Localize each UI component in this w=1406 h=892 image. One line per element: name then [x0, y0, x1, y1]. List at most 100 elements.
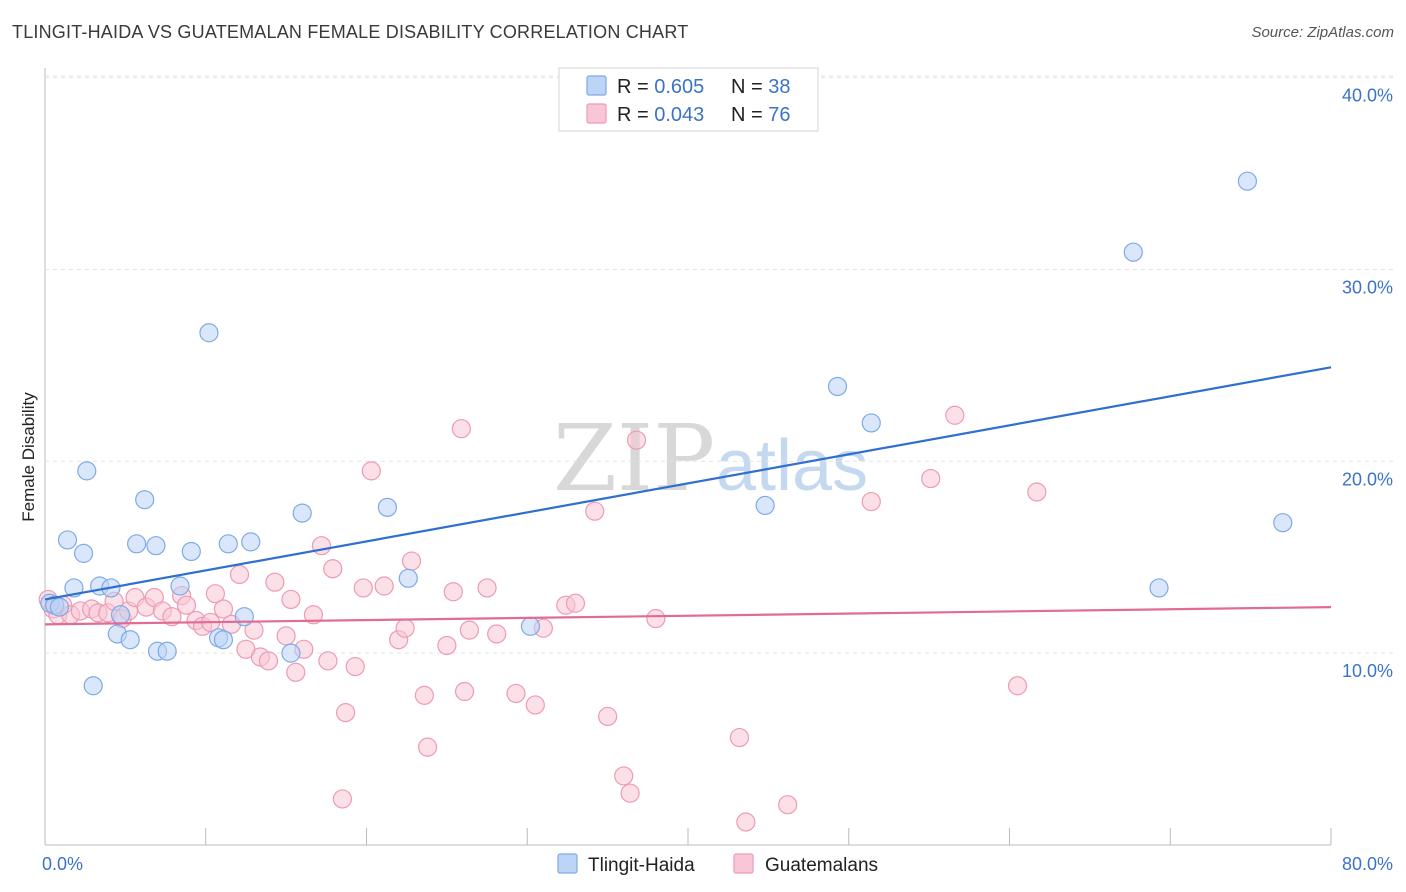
legend-row-1: R = 0.605 N = 38 [617, 76, 791, 98]
guatemalans-point [646, 609, 666, 629]
guatemalans-point [318, 651, 338, 671]
guatemalans-point [332, 789, 352, 809]
guatemalans-point [437, 635, 457, 656]
guatemalans-point [414, 685, 434, 705]
source-label: Source: ZipAtlas.com [1251, 24, 1394, 41]
guatemalans-point [598, 706, 618, 727]
tlingit-haida-point [377, 497, 397, 517]
guatemalans-point [614, 766, 634, 786]
guatemalans-point [861, 491, 881, 512]
guatemalans-point [626, 430, 647, 450]
guatemalans-point [525, 695, 545, 715]
tlingit-haida-point [213, 630, 234, 650]
tlingit-haida-point [127, 534, 147, 554]
tlingit-haida-point [83, 676, 103, 696]
x-tick-label-max: 80.0% [1342, 854, 1393, 874]
tlingit-haida-point [146, 536, 166, 556]
guatemalans-point [1027, 482, 1047, 502]
legend-n-value-2: 76 [768, 104, 790, 126]
legend-swatch-blue [586, 75, 607, 96]
series-legend-swatch-blue [557, 853, 578, 874]
tlingit-haida-point [1149, 578, 1169, 598]
tlingit-haida-point [157, 641, 177, 661]
y-tick-labels: 10.0% 20.0% 30.0% 40.0% [1342, 86, 1393, 682]
tlingit-haida-trend-line [44, 366, 1332, 601]
grid-lines [45, 75, 1393, 654]
guatemalans-point [276, 626, 296, 646]
guatemalans-point [345, 656, 365, 677]
correlation-legend: R = 0.605 N = 38 R = 0.043 N = 76 [558, 67, 819, 132]
legend-swatch-pink [586, 103, 607, 124]
guatemalans-point [265, 572, 285, 592]
guatemalans-point [229, 564, 250, 585]
tlingit-haida-point [49, 597, 70, 617]
tlingit-haida-point [398, 568, 418, 588]
series-legend-label-1: Tlingit-Haida [588, 855, 695, 876]
y-tick-label: 30.0% [1342, 277, 1393, 297]
chart-title: TLINGIT-HAIDA VS GUATEMALAN FEMALE DISAB… [12, 22, 689, 42]
tlingit-haida-point [73, 543, 94, 563]
series-legend-label-2: Guatemalans [765, 855, 878, 876]
guatemalans-point [374, 576, 394, 596]
tlingit-haida-point [170, 576, 190, 596]
guatemalans-point [451, 419, 471, 439]
legend-n-value-1: 38 [768, 76, 790, 98]
guatemalans-point [401, 551, 422, 571]
y-tick-label: 40.0% [1342, 86, 1393, 106]
tlingit-haida-point [1273, 513, 1293, 533]
tlingit-haida-point [120, 630, 140, 650]
legend-r-value-1: 0.605 [654, 76, 704, 98]
tlingit-haida-point [234, 607, 254, 627]
tlingit-haida-point [199, 323, 219, 343]
tlingit-haida-point [77, 461, 97, 481]
guatemalans-point [303, 605, 324, 625]
guatemalans-point [459, 620, 479, 640]
guatemalans-point [921, 468, 941, 489]
guatemalans-point [205, 584, 225, 604]
guatemalans-point [565, 593, 586, 613]
guatemalans-point [286, 662, 306, 682]
tlingit-haida-point [218, 534, 238, 554]
guatemalans-point [443, 582, 463, 602]
y-axis-title: Female Disability [19, 392, 38, 522]
watermark-atlas: atlas [716, 426, 868, 506]
guatemalans-point [213, 599, 234, 619]
tlingit-haida-point [281, 643, 301, 663]
tlingit-haida-point [520, 616, 541, 636]
guatemalans-point [736, 812, 756, 832]
tlingit-haida-points [40, 171, 1293, 696]
tlingit-haida-point [57, 530, 78, 550]
guatemalans-point [281, 589, 301, 610]
tlingit-haida-point [1237, 171, 1258, 191]
guatemalans-point [323, 559, 343, 579]
guatemalans-point [162, 607, 182, 627]
guatemalans-point [395, 618, 415, 638]
guatemalans-point [311, 536, 332, 556]
guatemalans-point [176, 595, 197, 615]
legend-n-label-2: N = [731, 104, 768, 126]
guatemalans-point [585, 501, 605, 521]
tlingit-haida-point [110, 605, 131, 625]
series-legend-swatch-pink [733, 853, 754, 874]
guatemalans-point [1007, 676, 1028, 696]
guatemalans-point [945, 405, 965, 425]
guatemalans-point [353, 578, 373, 598]
guatemalans-point [729, 727, 750, 748]
tlingit-haida-point [1123, 242, 1143, 262]
tlingit-haida-point [827, 376, 848, 397]
y-tick-label: 20.0% [1342, 469, 1393, 489]
series-legend: Tlingit-Haida Guatemalans [557, 853, 878, 876]
y-tick-label: 10.0% [1342, 661, 1393, 681]
tlingit-haida-point [861, 413, 881, 433]
x-tick-label-min: 0.0% [42, 854, 83, 874]
legend-r-label-2: R = [617, 104, 654, 126]
guatemalans-point [620, 783, 640, 803]
tlingit-haida-point [241, 532, 261, 552]
guatemalans-point [506, 683, 526, 704]
guatemalans-point [361, 461, 381, 481]
tlingit-haida-point [135, 490, 155, 510]
guatemalans-point [477, 578, 497, 598]
legend-n-label-1: N = [731, 76, 768, 98]
guatemalans-point [454, 681, 475, 702]
